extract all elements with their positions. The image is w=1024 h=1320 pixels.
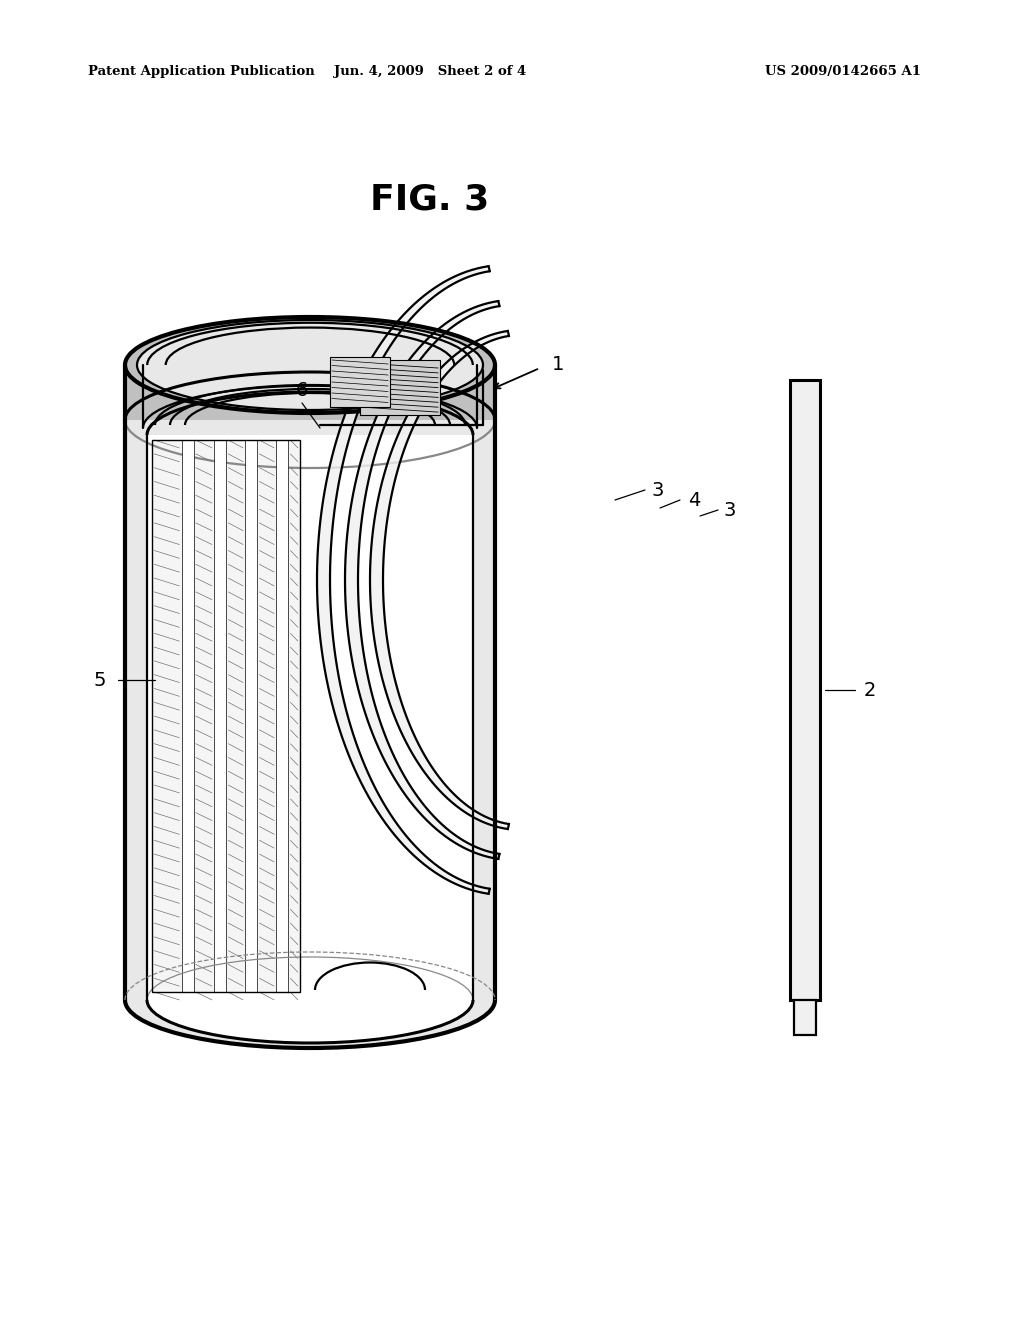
Bar	[276, 440, 289, 993]
Text: 2: 2	[864, 681, 877, 700]
Text: Jun. 4, 2009   Sheet 2 of 4: Jun. 4, 2009 Sheet 2 of 4	[334, 66, 526, 78]
Bar	[125, 420, 495, 1001]
Text: 1: 1	[552, 355, 564, 375]
Text: US 2009/0142665 A1: US 2009/0142665 A1	[765, 66, 921, 78]
Text: 5: 5	[94, 671, 106, 689]
Ellipse shape	[147, 957, 473, 1043]
Bar	[125, 366, 495, 420]
Text: 3: 3	[652, 480, 665, 499]
Ellipse shape	[125, 317, 495, 413]
Bar	[360, 360, 440, 414]
Polygon shape	[317, 267, 489, 894]
Bar	[152, 440, 300, 993]
Text: FIG. 3: FIG. 3	[371, 183, 489, 216]
Bar	[245, 440, 257, 993]
Text: 3: 3	[724, 500, 736, 520]
Ellipse shape	[125, 952, 495, 1048]
Text: Patent Application Publication: Patent Application Publication	[88, 66, 314, 78]
Bar	[794, 1001, 816, 1035]
Ellipse shape	[137, 319, 483, 411]
Bar	[214, 440, 226, 993]
Bar	[790, 380, 820, 1001]
Text: 4: 4	[688, 491, 700, 510]
Polygon shape	[345, 301, 500, 859]
Bar	[330, 356, 390, 407]
Bar	[147, 436, 473, 1001]
Bar	[152, 440, 300, 993]
Polygon shape	[370, 331, 509, 829]
Bar	[181, 440, 194, 993]
Text: 6: 6	[296, 380, 308, 400]
